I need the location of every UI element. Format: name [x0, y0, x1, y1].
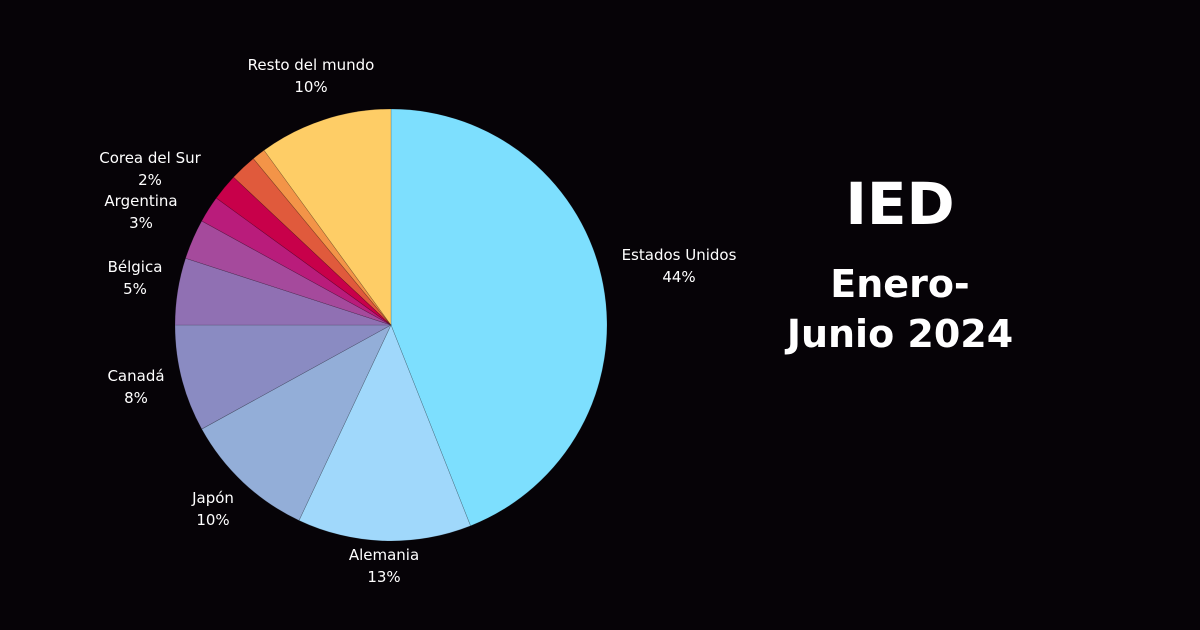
pie-slice-canad- [174, 324, 392, 430]
slice-value-label: 2% [138, 171, 162, 189]
slice-value-label: 8% [124, 389, 148, 407]
pie-slice-alemania [298, 324, 471, 542]
chart-subtitle-line1: Enero- [830, 262, 970, 306]
slice-label: Estados Unidos [622, 246, 737, 264]
chart-title: IED [845, 170, 955, 238]
pie-slice-other-8 [233, 158, 392, 326]
slice-value-label: 3% [129, 214, 153, 232]
slice-label: Resto del mundo [248, 56, 375, 74]
pie-slice-b-lgica [174, 257, 392, 326]
chart-subtitle-line2: Junio 2024 [786, 312, 1014, 356]
pie-slice-other-9 [252, 149, 392, 326]
pie-slice-argentina [185, 220, 392, 326]
pie-slice-corea-del-sur [201, 197, 392, 326]
pie-slice-resto-del-mundo [263, 108, 392, 326]
slice-label: Alemania [349, 546, 419, 564]
slice-value-label: 13% [367, 568, 400, 586]
slice-label: Argentina [104, 192, 177, 210]
slice-value-label: 5% [123, 280, 147, 298]
slice-label: Corea del Sur [99, 149, 201, 167]
pie-slice-jap-n [201, 324, 392, 521]
slice-value-label: 10% [294, 78, 327, 96]
slice-label: Bélgica [108, 258, 163, 276]
pie-slice-estados-unidos [390, 108, 608, 527]
slice-value-label: 44% [662, 268, 695, 286]
slice-label: Canadá [107, 367, 164, 385]
slice-label: Japón [191, 489, 234, 507]
pie-slice-other-7 [215, 176, 392, 326]
slice-value-label: 10% [196, 511, 229, 529]
